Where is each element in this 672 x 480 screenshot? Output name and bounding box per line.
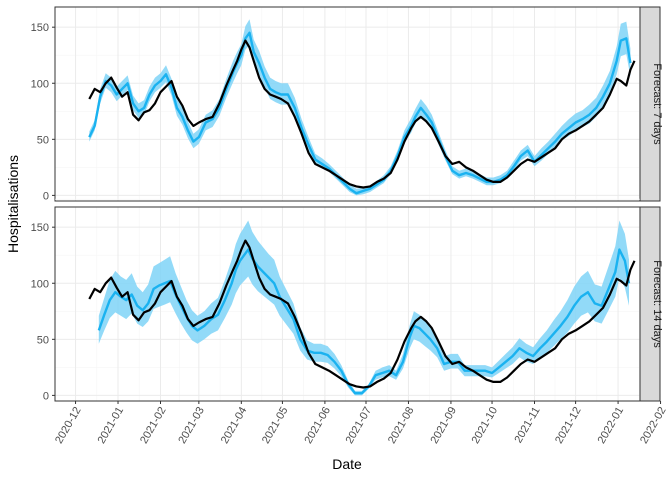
x-tick-label: 2021-12	[553, 405, 584, 446]
facet-panel-2: 0 50 100 150 Forecast: 14 days	[31, 198, 663, 402]
x-tick-label: 2022-02	[638, 405, 669, 446]
y-tick-label: 150	[31, 22, 49, 34]
observed-line	[88, 239, 636, 389]
x-tick-label: 2021-02	[138, 405, 169, 446]
prediction-band	[98, 220, 630, 396]
x-tick-label: 2021-04	[219, 405, 250, 446]
x-tick-label: 2021-05	[260, 405, 291, 446]
y-tick-label: 100	[31, 278, 49, 290]
y-tick-label: 50	[37, 334, 49, 346]
facet-strip-label: Forecast: 14 days	[651, 260, 663, 348]
x-tick-label: 2021-01	[96, 405, 127, 446]
y-axis-title: Hospitalisations	[5, 155, 21, 253]
x-tick-label: 2022-01	[596, 405, 627, 446]
y-tick-label: 0	[43, 390, 49, 402]
x-tick-label: 2021-08	[386, 405, 417, 446]
x-tick-label: 2020-12	[53, 405, 84, 446]
x-tick-label: 2021-03	[176, 405, 207, 446]
x-tick-label: 2021-10	[470, 405, 501, 446]
x-tick-label: 2021-09	[428, 405, 459, 446]
observed-line	[88, 39, 636, 189]
facet-strip	[639, 6, 661, 202]
x-tick-label: 2021-11	[512, 405, 542, 445]
panel-background	[55, 7, 640, 201]
x-tick-label: 2021-07	[344, 405, 375, 446]
y-tick-label: 50	[37, 134, 49, 146]
y-tick-label: 100	[31, 78, 49, 90]
facet-panel-1: 0 50 100 150 Forecast: 7 days	[31, 6, 663, 202]
x-axis-title: Date	[332, 456, 362, 472]
facet-strip	[639, 206, 661, 402]
y-tick-label: 0	[43, 190, 49, 202]
facet-strip-label: Forecast: 7 days	[651, 63, 663, 145]
x-tick-label: 2021-06	[302, 405, 333, 446]
y-tick-label: 150	[31, 222, 49, 234]
